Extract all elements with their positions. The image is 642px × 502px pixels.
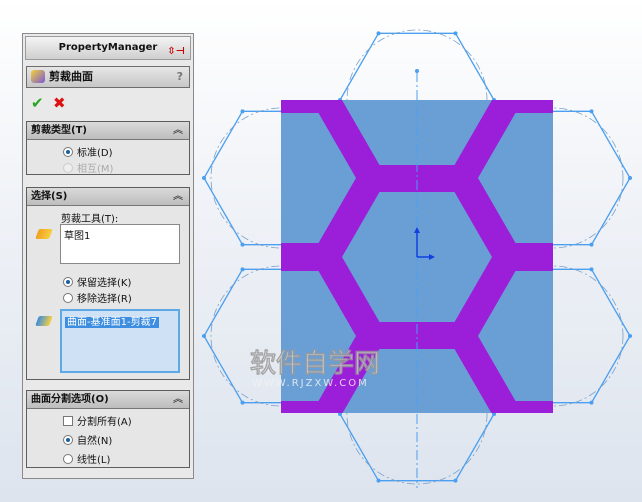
svg-text:软件自学网: 软件自学网 bbox=[250, 348, 380, 379]
collapse-icon[interactable]: ︽ bbox=[173, 191, 183, 202]
sketch-vertex bbox=[240, 242, 245, 247]
sketch-vertex bbox=[376, 31, 381, 36]
group-title: 选择(S) bbox=[31, 191, 68, 202]
sketch-vertex bbox=[453, 478, 458, 483]
surface-piece bbox=[281, 113, 356, 243]
sketch-vertex bbox=[589, 400, 594, 405]
surface-piece bbox=[281, 271, 356, 401]
radio-linear[interactable]: 线性(L) bbox=[63, 451, 110, 466]
radio-icon bbox=[63, 292, 73, 303]
collapse-icon[interactable]: ︽ bbox=[173, 125, 183, 136]
radio-keep-selection[interactable]: 保留选择(K) bbox=[63, 274, 131, 289]
group-header[interactable]: 剪裁类型(T) ︽ bbox=[27, 122, 189, 140]
pieces-icon bbox=[35, 316, 53, 326]
split-all-checkbox[interactable]: 分割所有(A) bbox=[63, 413, 132, 428]
trim-tool-list[interactable]: 草图1 bbox=[60, 224, 180, 264]
sketch-vertex bbox=[589, 242, 594, 247]
ok-checkmark-icon[interactable]: ✔ bbox=[31, 94, 44, 112]
radio-label: 线性(L) bbox=[77, 455, 111, 466]
radio-label: 自然(N) bbox=[77, 436, 113, 447]
property-manager: PropertyManager ⇳⊣ 剪裁曲面? ✔ ✖ 剪裁类型(T) ︽ 标准(… bbox=[22, 33, 194, 479]
collapse-icon[interactable]: ︽ bbox=[173, 394, 183, 405]
radio-icon bbox=[63, 162, 73, 173]
sketch-vertex bbox=[240, 400, 245, 405]
feature-title: 剪裁曲面 bbox=[49, 70, 93, 83]
radio-label: 相互(M) bbox=[77, 164, 114, 175]
sketch-vertex bbox=[628, 176, 632, 180]
radio-icon bbox=[63, 453, 73, 464]
selection-group: 选择(S) ︽ 剪裁工具(T): 草图1 保留选择(K) 移除选择(R) 曲面-基… bbox=[26, 187, 190, 380]
sketch-vertex bbox=[453, 31, 458, 36]
pin-icon[interactable]: ⇳⊣ bbox=[167, 46, 185, 57]
radio-mutual: 相互(M) bbox=[63, 160, 113, 175]
radio-natural[interactable]: 自然(N) bbox=[63, 432, 112, 447]
split-options-group: 曲面分割选项(O) ︽ 分割所有(A) 自然(N) 线性(L) bbox=[26, 390, 190, 468]
radio-icon bbox=[63, 276, 73, 287]
group-title: 剪裁类型(T) bbox=[31, 125, 87, 136]
sketch-point bbox=[415, 69, 419, 73]
radio-remove-selection[interactable]: 移除选择(R) bbox=[63, 290, 132, 305]
surface-piece bbox=[478, 113, 553, 243]
svg-text:WWW.RJZXW.COM: WWW.RJZXW.COM bbox=[252, 378, 369, 389]
panel-header: PropertyManager ⇳⊣ bbox=[25, 36, 191, 60]
trim-surface-icon bbox=[31, 70, 45, 83]
origin-icon bbox=[414, 227, 435, 260]
radio-label: 标准(D) bbox=[77, 148, 113, 159]
sketch-vertex bbox=[376, 478, 381, 483]
sketch-vertex bbox=[589, 109, 594, 114]
trim-type-group: 剪裁类型(T) ︽ 标准(D) 相互(M) bbox=[26, 121, 190, 175]
trim-tool-label: 剪裁工具(T): bbox=[61, 214, 119, 225]
sketch-vertex bbox=[202, 334, 206, 338]
radio-icon bbox=[63, 146, 73, 157]
sketch-vertex bbox=[589, 267, 594, 272]
group-header[interactable]: 曲面分割选项(O) ︽ bbox=[27, 391, 189, 409]
construction-circle bbox=[346, 343, 488, 485]
checkbox-icon bbox=[63, 415, 73, 426]
sketch-vertex bbox=[240, 109, 245, 114]
sketch-vertex bbox=[202, 176, 206, 180]
feature-title-bar: 剪裁曲面? bbox=[26, 66, 190, 88]
sketch-vertex bbox=[240, 267, 245, 272]
checkbox-label: 分割所有(A) bbox=[77, 417, 132, 428]
sketch-vertex bbox=[628, 334, 632, 338]
help-button[interactable]: ? bbox=[176, 70, 183, 83]
radio-standard[interactable]: 标准(D) bbox=[63, 144, 113, 159]
pieces-list[interactable]: 曲面-基准面1-剪裁7 bbox=[60, 309, 180, 373]
radio-icon bbox=[63, 434, 73, 445]
list-item[interactable]: 曲面-基准面1-剪裁7 bbox=[65, 317, 159, 328]
group-title: 曲面分割选项(O) bbox=[31, 394, 109, 405]
radio-label: 移除选择(R) bbox=[77, 294, 132, 305]
list-item[interactable]: 草图1 bbox=[64, 231, 91, 242]
group-header[interactable]: 选择(S) ︽ bbox=[27, 188, 189, 206]
cancel-x-icon[interactable]: ✖ bbox=[53, 94, 66, 112]
trim-tool-icon bbox=[35, 229, 53, 239]
surface-piece bbox=[478, 271, 553, 401]
radio-label: 保留选择(K) bbox=[77, 278, 132, 289]
panel-title: PropertyManager bbox=[58, 42, 158, 53]
